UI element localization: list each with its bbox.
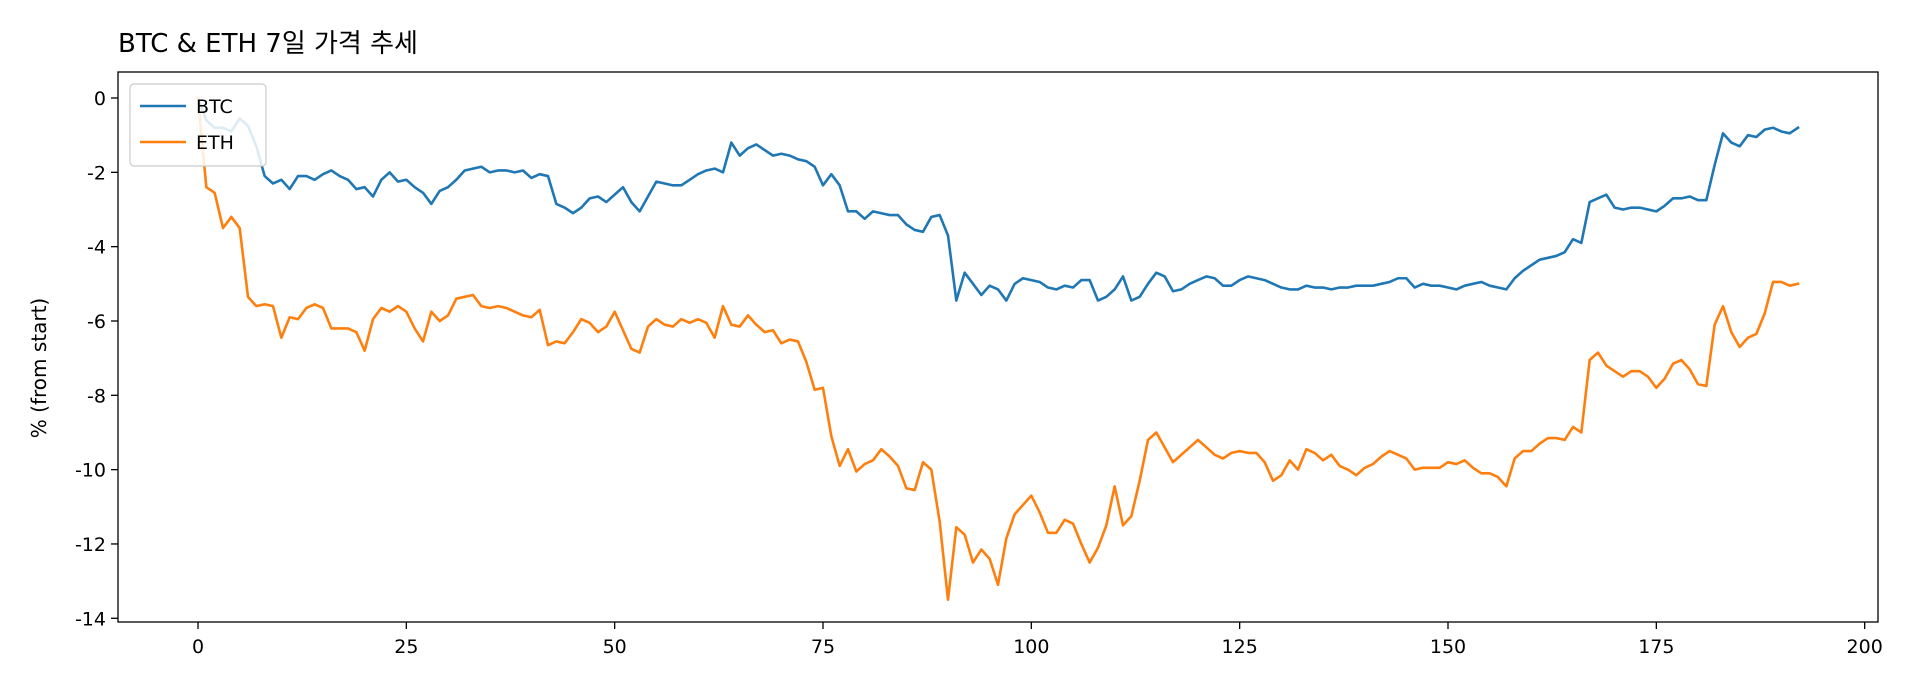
x-tick-label: 150: [1430, 636, 1466, 658]
x-tick-label: 25: [394, 636, 418, 658]
series-line-btc: [198, 98, 1798, 301]
legend-label-btc: BTC: [196, 96, 233, 118]
series-line-eth: [198, 98, 1798, 600]
y-axis-label: % (from start): [27, 298, 51, 438]
y-tick-label: -8: [87, 385, 106, 407]
legend: BTC ETH: [130, 84, 266, 166]
x-tick-label: 125: [1222, 636, 1258, 658]
axes: 0 25 50 75 100 125 150 175 200 0 -2 -4 -6 -8 -10 -12 -14: [75, 72, 1883, 658]
y-tick-label: -10: [75, 460, 106, 482]
x-tick-label: 75: [811, 636, 835, 658]
y-tick-label: -4: [87, 237, 106, 259]
x-tick-label: 175: [1638, 636, 1674, 658]
y-tick-label: -12: [75, 534, 106, 556]
legend-label-eth: ETH: [196, 132, 234, 154]
y-tick-label: -2: [87, 162, 106, 184]
x-tick-label: 0: [192, 636, 204, 658]
axes-frame: [118, 72, 1878, 622]
x-tick-label: 200: [1847, 636, 1883, 658]
y-tick-label: -14: [75, 608, 106, 630]
plot-area: [198, 98, 1798, 600]
y-tick-label: 0: [94, 88, 106, 110]
x-tick-label: 50: [603, 636, 627, 658]
y-tick-label: -6: [87, 311, 106, 333]
chart-title: BTC & ETH 7일 가격 추세: [118, 29, 418, 59]
x-tick-label: 100: [1013, 636, 1049, 658]
